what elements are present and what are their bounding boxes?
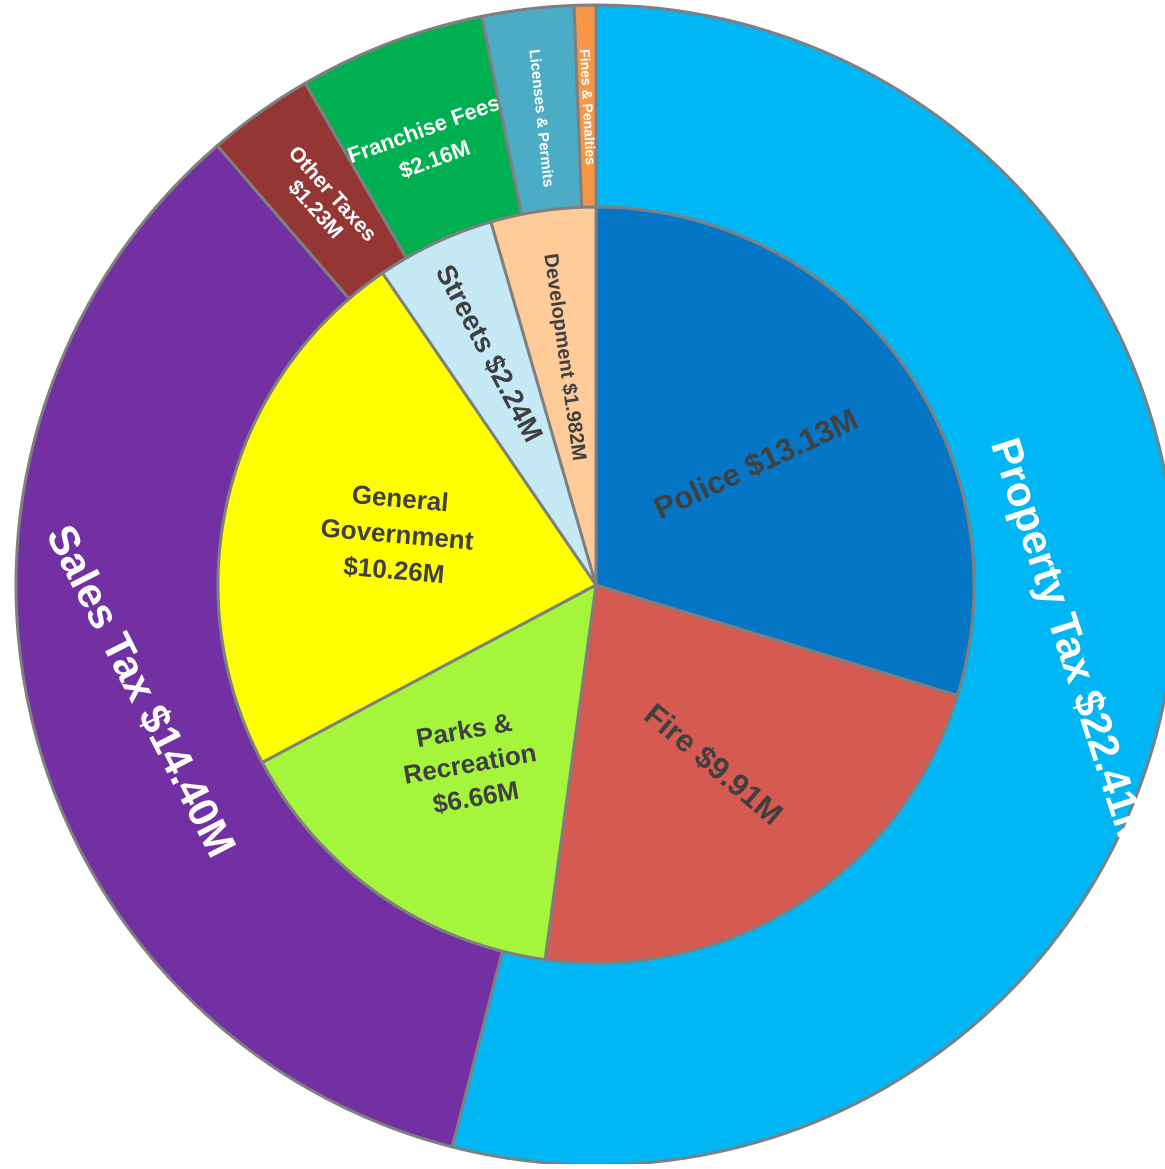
inner-slice-parks-and-recreation <box>260 582 598 962</box>
outer-label-fines-and-penalties: Fines & Penalties <box>577 49 599 166</box>
inner-slice-police <box>594 205 976 698</box>
inner-slice-fire <box>543 583 960 965</box>
inner-label-parks-and-recreation: Parks &Recreation$6.66M <box>395 703 544 823</box>
inner-slice-general-government <box>216 270 599 765</box>
inner-slice-development <box>489 205 598 586</box>
